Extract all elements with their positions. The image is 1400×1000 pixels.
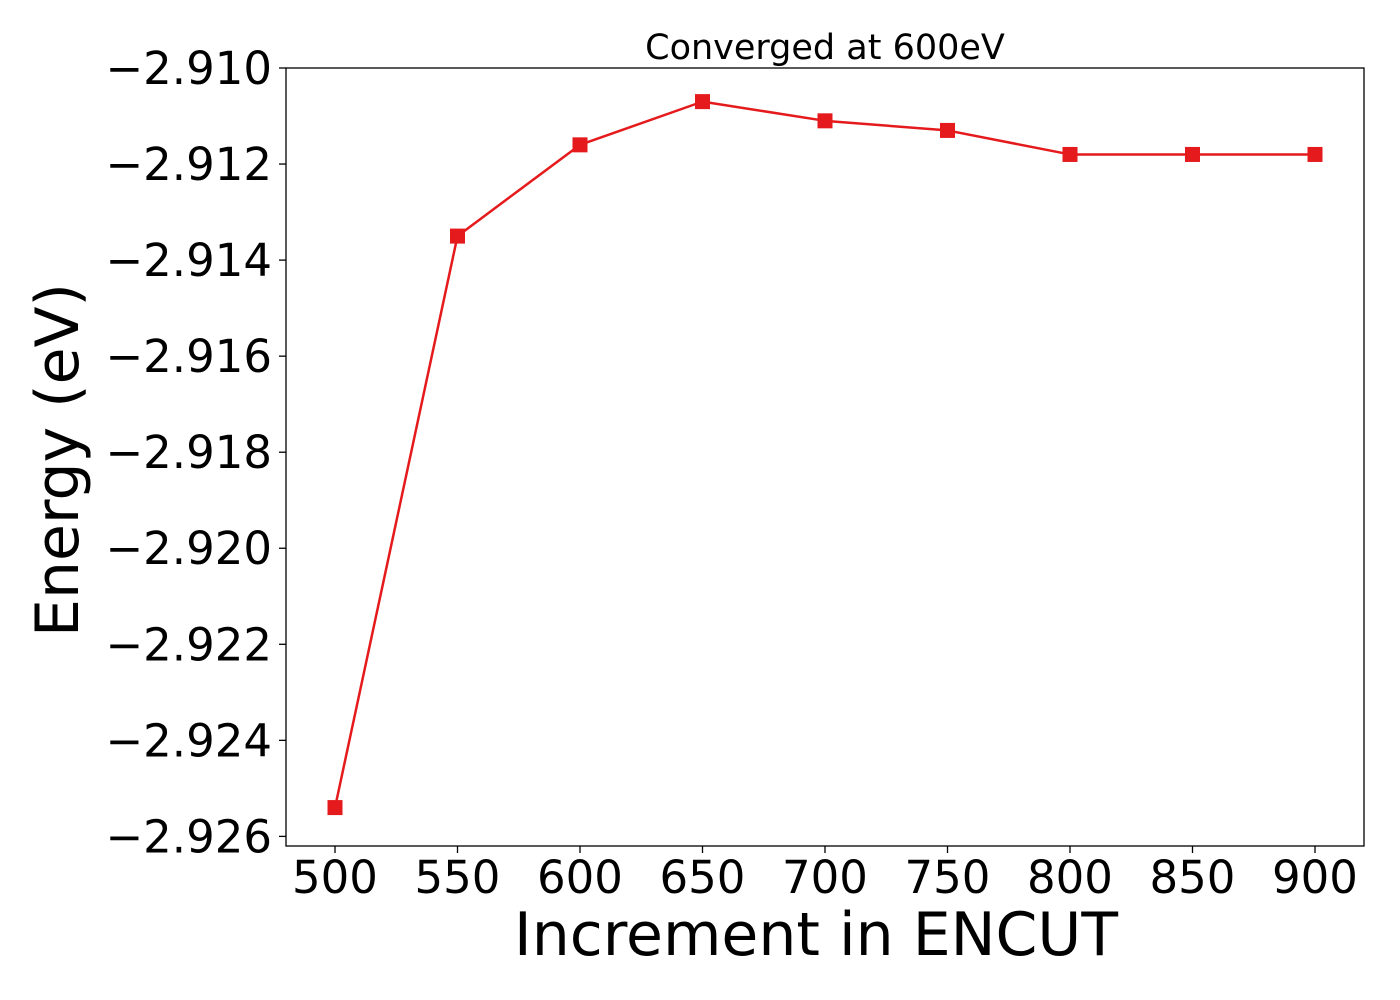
x-tick-label: 500	[292, 851, 378, 904]
data-point-marker	[695, 94, 710, 110]
data-point-marker	[940, 122, 955, 138]
data-point-marker	[1062, 146, 1078, 162]
x-tick-label: 700	[782, 851, 868, 904]
data-point-marker	[1185, 146, 1200, 162]
x-axis-ticks: 500 550 600 650 700 750 800 850 900	[292, 846, 1358, 904]
y-tick-label: −2.922	[105, 618, 272, 671]
x-tick-label: 800	[1027, 851, 1113, 904]
x-tick-label: 550	[415, 851, 501, 904]
y-tick-label: −2.912	[105, 138, 272, 191]
x-tick-label: 750	[905, 851, 991, 904]
y-tick-label: −2.926	[105, 810, 272, 863]
plot-area-frame	[285, 67, 1365, 847]
y-tick-label: −2.914	[105, 234, 272, 287]
data-point-marker	[1307, 146, 1323, 162]
x-tick-label: 650	[660, 851, 746, 904]
y-tick-label: −2.910	[105, 42, 272, 95]
series-layer	[327, 94, 1323, 816]
x-tick-label: 600	[537, 851, 623, 904]
chart-title: Converged at 600eV	[645, 28, 1005, 68]
x-tick-label: 850	[1150, 851, 1236, 904]
data-point-marker	[327, 800, 343, 816]
x-axis-label: Increment in ENCUT	[514, 900, 1118, 970]
y-tick-label: −2.920	[105, 522, 272, 575]
y-tick-label: −2.918	[105, 426, 272, 479]
y-tick-label: −2.916	[105, 330, 272, 383]
data-point-marker	[572, 137, 588, 153]
data-point-marker	[817, 113, 833, 129]
x-tick-label: 900	[1272, 851, 1358, 904]
data-point-marker	[450, 228, 465, 244]
y-axis-ticks: −2.910 −2.912 −2.914 −2.916 −2.918 −2.920 −2.9…	[105, 42, 286, 863]
y-axis-label: Energy (eV)	[23, 283, 93, 637]
y-tick-label: −2.924	[105, 714, 272, 767]
